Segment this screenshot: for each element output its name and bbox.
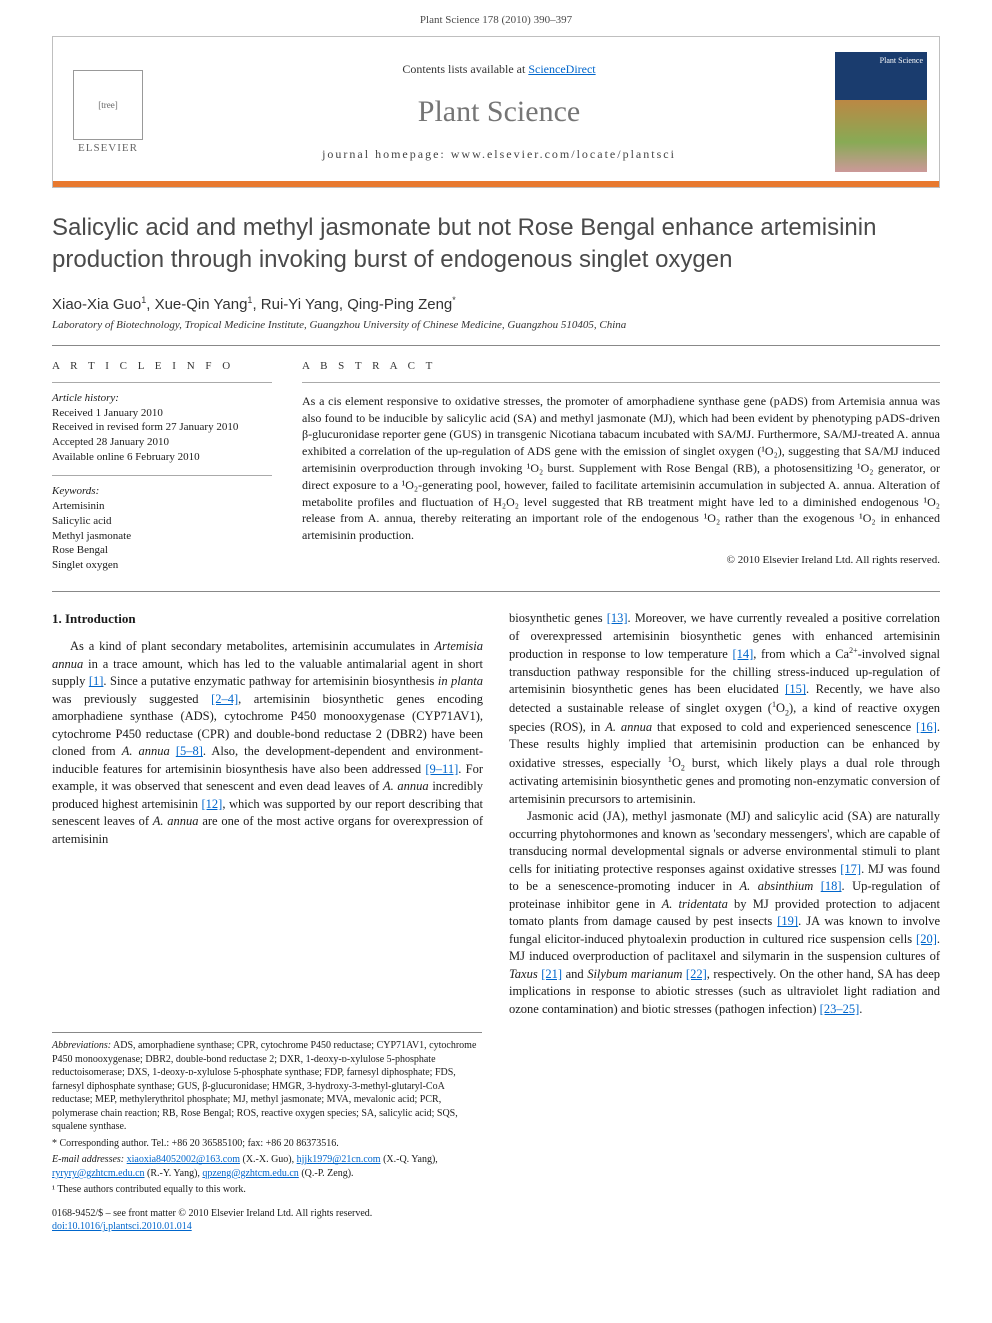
footnotes: Abbreviations: ADS, amorphadiene synthas…	[52, 1032, 482, 1197]
publisher-name: ELSEVIER	[78, 142, 138, 154]
history-label: Article history:	[52, 391, 272, 406]
ref-link[interactable]: [19]	[777, 914, 798, 928]
body-paragraph: Jasmonic acid (JA), methyl jasmonate (MJ…	[509, 808, 940, 1018]
journal-header-box: [tree] ELSEVIER Contents lists available…	[52, 36, 940, 188]
equal-contrib: ¹ These authors contributed equally to t…	[52, 1183, 482, 1197]
abstract-column: A B S T R A C T As a cis element respons…	[302, 360, 940, 573]
abbrev-label: Abbreviations:	[52, 1040, 111, 1051]
ref-link[interactable]: [9–11]	[425, 762, 458, 776]
doi-link[interactable]: doi:10.1016/j.plantsci.2010.01.014	[52, 1221, 192, 1232]
cover-label: Plant Science	[880, 56, 923, 65]
body-column-right: biosynthetic genes [13]. Moreover, we ha…	[509, 610, 940, 1018]
ref-link[interactable]: [18]	[821, 879, 842, 893]
corresponding-author: * Corresponding author. Tel.: +86 20 365…	[52, 1137, 482, 1151]
keyword: Methyl jasmonate	[52, 529, 272, 544]
body-columns: 1. Introduction As a kind of plant secon…	[52, 610, 940, 1018]
keyword: Salicylic acid	[52, 514, 272, 529]
article-history: Article history: Received 1 January 2010…	[52, 391, 272, 465]
received-date: Received 1 January 2010	[52, 406, 272, 421]
affiliation: Laboratory of Biotechnology, Tropical Me…	[52, 319, 940, 331]
email-link[interactable]: qpzeng@gzhtcm.edu.cn	[202, 1168, 298, 1179]
article-info-column: A R T I C L E I N F O Article history: R…	[52, 360, 272, 573]
abstract-heading: A B S T R A C T	[302, 360, 940, 372]
ref-link[interactable]: [23–25]	[820, 1002, 860, 1016]
accepted-date: Accepted 28 January 2010	[52, 435, 272, 450]
email-link[interactable]: hjjk1979@21cn.com	[297, 1154, 381, 1165]
issn-line: 0168-9452/$ – see front matter © 2010 El…	[52, 1207, 940, 1221]
keyword: Rose Bengal	[52, 543, 272, 558]
rule-bottom	[52, 591, 940, 592]
article-title: Salicylic acid and methyl jasmonate but …	[52, 212, 940, 277]
ref-link[interactable]: [20]	[916, 932, 937, 946]
body-paragraph: As a kind of plant secondary metabolites…	[52, 638, 483, 848]
section-heading-intro: 1. Introduction	[52, 610, 483, 628]
article-info-heading: A R T I C L E I N F O	[52, 360, 272, 372]
ref-link[interactable]: [17]	[840, 862, 861, 876]
copyright-line: © 2010 Elsevier Ireland Ltd. All rights …	[302, 554, 940, 566]
ref-link[interactable]: [14]	[732, 647, 753, 661]
abbrev-text: ADS, amorphadiene synthase; CPR, cytochr…	[52, 1040, 476, 1132]
body-column-left: 1. Introduction As a kind of plant secon…	[52, 610, 483, 1018]
ref-link[interactable]: [13]	[607, 611, 628, 625]
email-link[interactable]: ryryry@gzhtcm.edu.cn	[52, 1168, 145, 1179]
ref-link[interactable]: [12]	[202, 797, 223, 811]
running-head: Plant Science 178 (2010) 390–397	[0, 0, 992, 36]
sciencedirect-link[interactable]: ScienceDirect	[528, 62, 595, 76]
ref-link[interactable]: [22]	[686, 967, 707, 981]
email-label: E-mail addresses:	[52, 1154, 124, 1165]
elsevier-logo: [tree] ELSEVIER	[53, 37, 163, 187]
revised-date: Received in revised form 27 January 2010	[52, 420, 272, 435]
body-paragraph: biosynthetic genes [13]. Moreover, we ha…	[509, 610, 940, 808]
ref-link[interactable]: [15]	[785, 682, 806, 696]
orange-accent-bar	[53, 181, 939, 187]
journal-title: Plant Science	[163, 95, 835, 129]
ref-link[interactable]: [2–4]	[211, 692, 238, 706]
abstract-text: As a cis element responsive to oxidative…	[302, 393, 940, 544]
keywords-label: Keywords:	[52, 484, 272, 499]
ref-link[interactable]: [1]	[89, 674, 104, 688]
contents-prefix: Contents lists available at	[402, 62, 528, 76]
ref-link[interactable]: [5–8]	[176, 744, 203, 758]
keywords-block: Keywords: Artemisinin Salicylic acid Met…	[52, 484, 272, 573]
contents-available-line: Contents lists available at ScienceDirec…	[163, 62, 835, 77]
keyword: Artemisinin	[52, 499, 272, 514]
author-list: Xiao-Xia Guo1, Xue-Qin Yang1, Rui-Yi Yan…	[52, 295, 940, 313]
email-link[interactable]: xiaoxia84052002@163.com	[127, 1154, 240, 1165]
journal-homepage: journal homepage: www.elsevier.com/locat…	[163, 147, 835, 162]
elsevier-tree-icon: [tree]	[73, 70, 143, 140]
ref-link[interactable]: [21]	[541, 967, 562, 981]
online-date: Available online 6 February 2010	[52, 450, 272, 465]
journal-cover-thumbnail: Plant Science	[835, 52, 927, 172]
info-abstract-row: A R T I C L E I N F O Article history: R…	[52, 346, 940, 591]
ref-link[interactable]: [16]	[916, 720, 937, 734]
issn-doi-block: 0168-9452/$ – see front matter © 2010 El…	[52, 1207, 940, 1234]
keyword: Singlet oxygen	[52, 558, 272, 573]
